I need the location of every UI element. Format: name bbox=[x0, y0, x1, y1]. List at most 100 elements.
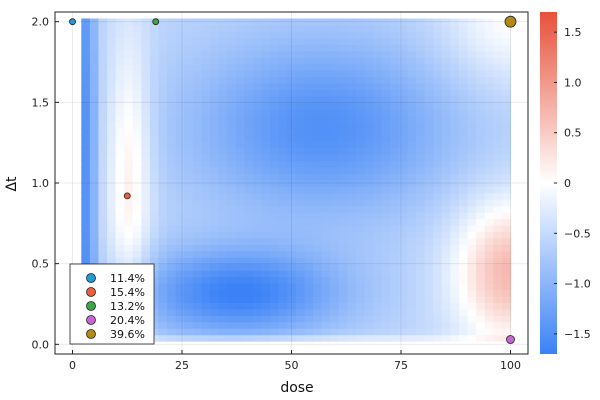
heatmap-cell bbox=[270, 192, 280, 200]
heatmap-cell bbox=[484, 102, 494, 110]
heatmap-cell bbox=[407, 179, 417, 187]
heatmap-cell bbox=[278, 70, 288, 78]
heatmap-cell bbox=[458, 218, 469, 226]
heatmap-cell bbox=[167, 63, 177, 71]
heatmap-cell bbox=[167, 18, 177, 26]
heatmap-cell bbox=[192, 308, 203, 316]
heatmap-cell bbox=[330, 302, 340, 310]
heatmap-cell bbox=[132, 205, 142, 213]
heatmap-cell bbox=[252, 121, 263, 129]
heatmap-cell bbox=[390, 295, 400, 303]
heatmap-cell bbox=[107, 37, 117, 45]
heatmap-cell bbox=[141, 76, 151, 84]
heatmap-cell bbox=[364, 147, 374, 155]
heatmap-cell bbox=[81, 76, 91, 84]
heatmap-cell bbox=[381, 237, 391, 245]
heatmap-cell bbox=[115, 37, 125, 45]
heatmap-cell bbox=[484, 37, 494, 45]
heatmap-cell bbox=[347, 89, 357, 97]
heatmap-cell bbox=[424, 315, 434, 323]
heatmap-cell bbox=[235, 218, 245, 226]
heatmap-cell bbox=[390, 237, 400, 245]
heatmap-cell bbox=[381, 115, 391, 123]
heatmap-cell bbox=[287, 44, 297, 52]
heatmap-cell bbox=[132, 50, 142, 58]
heatmap-cell bbox=[149, 166, 160, 174]
heatmap-cell bbox=[98, 250, 108, 258]
heatmap-cell bbox=[149, 153, 160, 162]
heatmap-cell bbox=[347, 315, 357, 323]
heatmap-cell bbox=[115, 244, 125, 252]
heatmap-cell bbox=[132, 82, 142, 91]
heatmap-cell bbox=[458, 308, 469, 316]
heatmap-cell bbox=[476, 153, 486, 162]
heatmap-cell bbox=[141, 237, 151, 245]
heatmap-cell bbox=[416, 31, 426, 39]
heatmap-cell bbox=[450, 37, 460, 45]
heatmap-cell bbox=[235, 321, 245, 329]
heatmap-cell bbox=[304, 57, 314, 65]
heatmap-cell bbox=[210, 44, 220, 52]
heatmap-cell bbox=[424, 334, 434, 342]
heatmap-cell bbox=[227, 166, 237, 174]
heatmap-cell bbox=[450, 276, 460, 284]
heatmap-cell bbox=[158, 212, 168, 220]
heatmap-cell bbox=[304, 179, 314, 187]
heatmap-cell bbox=[218, 250, 228, 258]
heatmap-cell bbox=[107, 57, 117, 65]
heatmap-cell bbox=[158, 95, 168, 103]
heatmap-cell bbox=[287, 115, 297, 123]
heatmap-cell bbox=[115, 31, 125, 39]
heatmap-cell bbox=[158, 121, 168, 129]
heatmap-cell bbox=[330, 270, 340, 278]
heatmap-cell bbox=[313, 82, 323, 91]
heatmap-cell bbox=[235, 263, 245, 271]
heatmap-cell bbox=[107, 108, 117, 116]
heatmap-cell bbox=[295, 231, 306, 239]
heatmap-cell bbox=[330, 63, 340, 71]
heatmap-cell bbox=[107, 186, 117, 194]
heatmap-cell bbox=[175, 179, 185, 187]
heatmap-cell bbox=[373, 70, 383, 78]
heatmap-cell bbox=[407, 263, 417, 271]
heatmap-cell bbox=[184, 95, 194, 103]
heatmap-cell bbox=[338, 89, 348, 97]
heatmap-cell bbox=[313, 121, 323, 129]
heatmap-cell bbox=[261, 321, 271, 329]
heatmap-cell bbox=[252, 134, 263, 142]
heatmap-cell bbox=[381, 212, 391, 220]
heatmap-cell bbox=[235, 231, 245, 239]
heatmap-cell bbox=[132, 231, 142, 239]
heatmap-cell bbox=[287, 37, 297, 45]
heatmap-cell bbox=[355, 263, 366, 271]
heatmap-cell bbox=[304, 115, 314, 123]
heatmap-cell bbox=[493, 231, 503, 239]
heatmap-cell bbox=[210, 237, 220, 245]
heatmap-cell bbox=[261, 289, 271, 297]
heatmap-cell bbox=[89, 134, 100, 142]
heatmap-cell bbox=[244, 82, 254, 91]
heatmap-cell bbox=[450, 44, 460, 52]
heatmap-cell bbox=[347, 147, 357, 155]
heatmap-cell bbox=[278, 315, 288, 323]
heatmap-cell bbox=[433, 70, 443, 78]
heatmap-cell bbox=[407, 224, 417, 232]
heatmap-cell bbox=[330, 50, 340, 58]
heatmap-cell bbox=[441, 328, 451, 336]
heatmap-cell bbox=[467, 334, 477, 342]
heatmap-cell bbox=[158, 173, 168, 181]
heatmap-cell bbox=[192, 334, 203, 342]
heatmap-cell bbox=[89, 237, 100, 245]
heatmap-cell bbox=[261, 166, 271, 174]
heatmap-cell bbox=[81, 102, 91, 110]
heatmap-cell bbox=[218, 18, 228, 26]
heatmap-cell bbox=[287, 186, 297, 194]
heatmap-cell bbox=[416, 37, 426, 45]
heatmap-cell bbox=[493, 50, 503, 58]
heatmap-cell bbox=[450, 186, 460, 194]
heatmap-cell bbox=[493, 63, 503, 71]
heatmap-cell bbox=[175, 95, 185, 103]
heatmap-cell bbox=[201, 141, 211, 149]
heatmap-cell bbox=[501, 128, 512, 136]
heatmap-cell bbox=[107, 205, 117, 213]
